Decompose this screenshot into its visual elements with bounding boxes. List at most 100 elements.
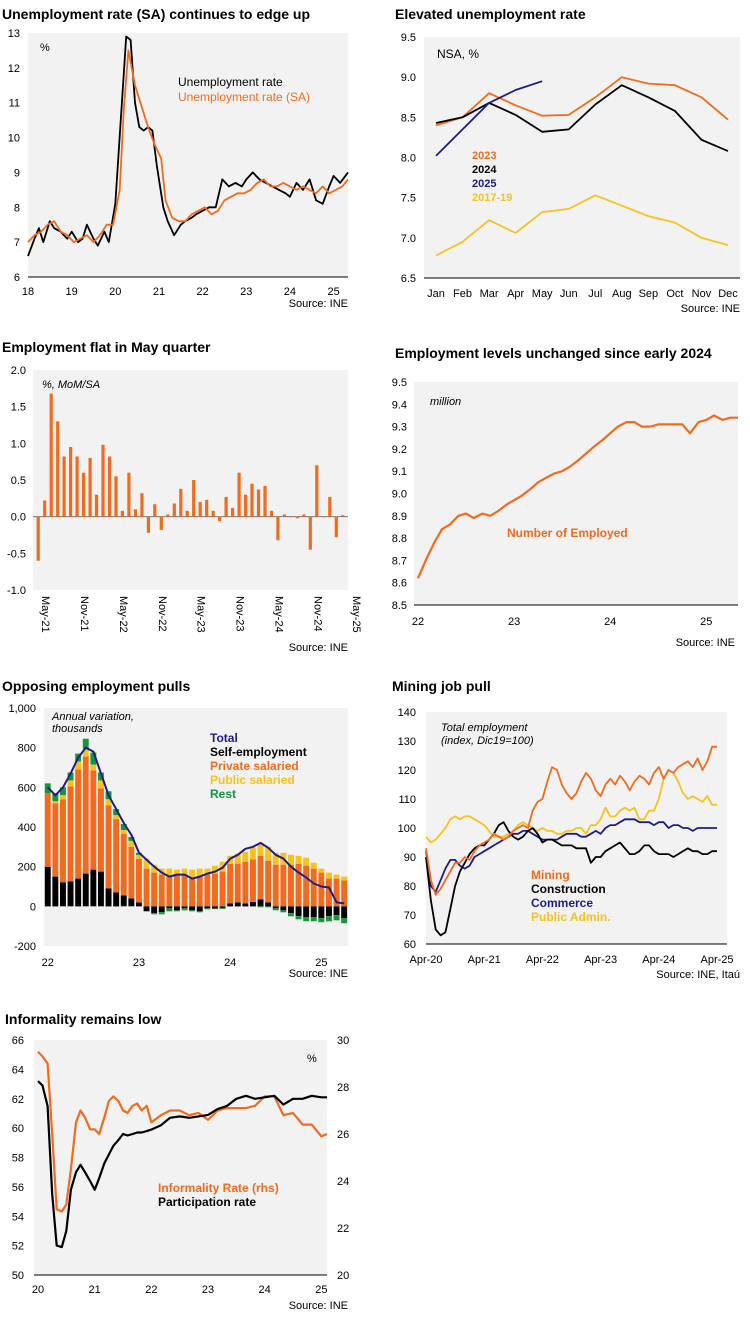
y-tick-label-left: 52 [12, 1241, 24, 1253]
bar-rest [98, 772, 104, 781]
y-tick-label: -1.0 [7, 585, 26, 597]
bar-public-salaried [120, 830, 127, 834]
bar-private-salaried [212, 873, 218, 907]
bar-self-employment [44, 866, 51, 907]
legend-label-total: Total [210, 731, 238, 745]
bar [192, 480, 196, 517]
y-tick-label: 8.7 [392, 555, 407, 567]
y-tick-label: -0.5 [7, 548, 26, 560]
x-tick-label: 24 [224, 957, 236, 969]
bar-private-salaried [189, 877, 196, 907]
bar-self-employment [310, 906, 317, 918]
unit-note: %, MoM/SA [42, 379, 100, 391]
bar-rest [204, 908, 211, 910]
bar-private-salaried [105, 805, 112, 889]
y-tick-label: 8.5 [401, 112, 416, 124]
bar-public-salaried [151, 864, 158, 873]
bar-rest [265, 906, 272, 908]
bar-rest [181, 908, 188, 911]
y-tick-label: 9.5 [392, 377, 407, 389]
y-tick-label: 10 [8, 133, 20, 145]
x-tick-label: 21 [89, 1284, 101, 1296]
bar [153, 504, 157, 517]
x-tick-label: 24 [284, 286, 296, 298]
bar-self-employment [67, 881, 74, 907]
plot-area [33, 370, 348, 590]
bar-rest [189, 910, 196, 912]
bar-public-salaried [310, 862, 317, 869]
bar-self-employment [158, 906, 165, 913]
x-tick-label: 25 [315, 957, 327, 969]
series-line-mining [425, 745, 717, 896]
y-tick-label-right: 28 [337, 1082, 349, 1094]
bar-rest [196, 911, 203, 913]
legend-label-2025: 2025 [472, 178, 496, 190]
bar-rest [295, 916, 302, 920]
y-tick-label: 9 [14, 167, 20, 179]
bar-public-salaried [136, 854, 142, 859]
y-tick-label: 2.0 [11, 365, 26, 377]
y-tick-label: 1.5 [11, 402, 26, 414]
employment-levels-chart: 8.5 8.6 8.7 8.8 8.9 9.0 9.1 9.2 9.3 9.4 9.5 22 23 24 2… [392, 377, 738, 628]
bar-self-employment [52, 876, 59, 907]
bar-rest [310, 917, 317, 922]
bar [198, 502, 202, 517]
elevated-unemployment-chart: 6.5 7.0 7.5 8.0 8.5 9.0 9.5 Jan Feb Mar Apr May Jun J… [401, 32, 740, 300]
series-line-commerce [425, 818, 717, 893]
x-tick-label: Nov-24 [311, 596, 323, 631]
bar-rest [219, 907, 226, 909]
bar-private-salaried [143, 868, 150, 907]
series-line-total [47, 746, 345, 905]
bar-private-salaried [219, 871, 226, 907]
bar [211, 510, 215, 517]
bar-public-salaried [212, 865, 218, 874]
bar-private-salaried [288, 864, 294, 907]
x-tick-label: 21 [153, 286, 165, 298]
bar-rest [326, 916, 332, 922]
bar-public-salaried [181, 868, 188, 875]
y-tick-label: 0.0 [11, 512, 26, 524]
bar-rest [333, 915, 340, 921]
bar-self-employment [166, 906, 173, 909]
bar-private-salaried [265, 860, 272, 903]
unit-note-line-2: (index, Dic19=100) [441, 735, 534, 747]
series-line-2024 [435, 84, 729, 152]
y-tick-label-left: 50 [12, 1270, 24, 1282]
y-tick-label: 130 [398, 736, 416, 748]
y-tick-label: 70 [404, 910, 416, 922]
bar-public-salaried [341, 876, 348, 881]
y-tick-label: 140 [398, 707, 416, 719]
bar-private-salaried [234, 863, 241, 903]
bar-private-salaried [310, 868, 317, 907]
y-tick-label: 90 [404, 852, 416, 864]
bar-public-salaried [105, 799, 112, 806]
x-tick-label: Apr-24 [642, 954, 675, 966]
x-tick-label-jun: Jun [560, 288, 578, 300]
x-tick-label: 25 [327, 286, 339, 298]
chart-title-employment-levels: Employment levels unchanged since early … [395, 345, 712, 361]
bar-private-salaried [181, 874, 188, 907]
y-tick-label: 0.5 [11, 475, 26, 487]
y-tick-label-left: 62 [12, 1094, 24, 1106]
y-tick-label: 7 [14, 237, 20, 249]
bar [224, 496, 228, 517]
bar-private-salaried [227, 863, 234, 904]
bar-rest [280, 910, 287, 913]
x-tick-label-dec: Dec [718, 288, 738, 300]
bar [231, 507, 235, 517]
y-tick-label-right: 22 [337, 1223, 349, 1235]
x-tick-label-feb: Feb [453, 288, 472, 300]
y-tick-label-right: 26 [337, 1129, 349, 1141]
bar [114, 476, 118, 517]
chart-title-mining: Mining job pull [392, 678, 491, 694]
bar [101, 444, 105, 517]
bar-self-employment [105, 888, 112, 907]
y-tick-label: -200 [14, 941, 36, 953]
y-tick-label-right: 24 [337, 1176, 349, 1188]
bar [56, 421, 60, 517]
bar-private-salaried [303, 865, 310, 907]
plot-area [28, 33, 348, 277]
bar-self-employment [189, 906, 196, 911]
x-tick-label-may: May [532, 288, 553, 300]
bar-private-salaried [204, 874, 211, 907]
